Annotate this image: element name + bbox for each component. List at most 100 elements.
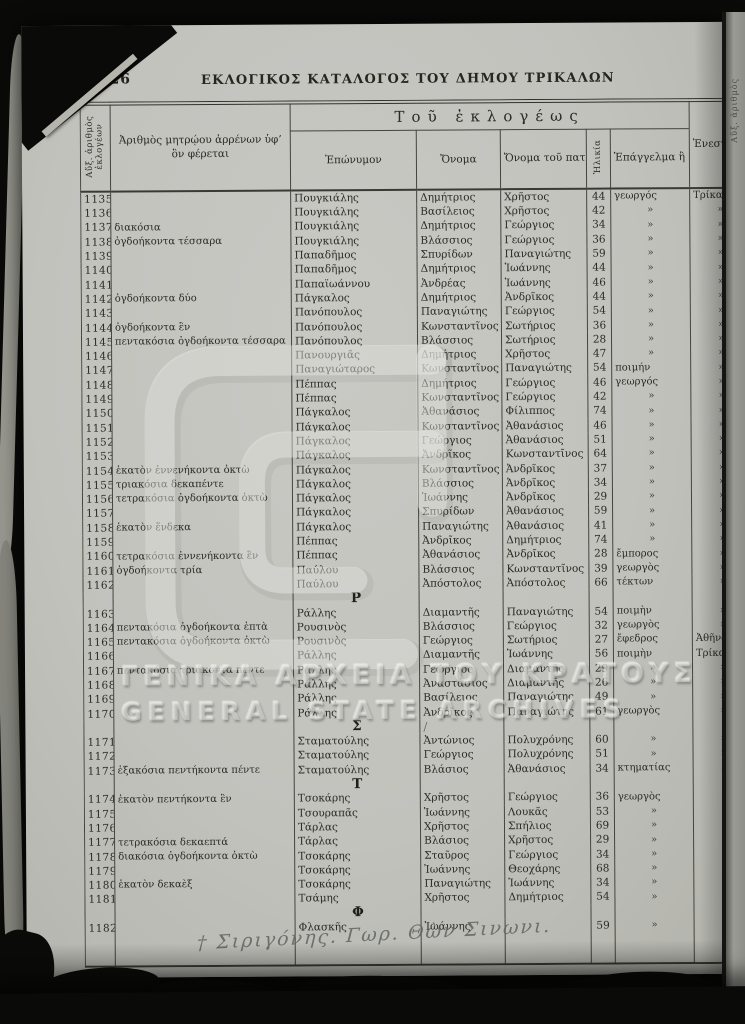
- cell-registry-number: ἑξακόσια πεντήκοντα πέντε: [114, 763, 295, 779]
- cell-registry-number: [114, 749, 295, 765]
- cell-serial-number: 1167: [83, 664, 114, 679]
- cell-first-name: Ἀθανάσιος: [417, 404, 503, 420]
- cell-father-name: Πολυχρόνης: [503, 732, 591, 748]
- cell-age: 34: [588, 475, 613, 490]
- cell-profession: »: [611, 346, 691, 362]
- cell-surname: Τσοκάρης: [294, 848, 421, 864]
- cell-first-name: Ἀνδρῖκος: [419, 704, 504, 720]
- cell-first-name: Βλάσιος: [420, 833, 505, 849]
- cell-age: 46: [587, 375, 612, 390]
- cell-serial-number: 1165: [83, 635, 114, 651]
- table-body: 1135 Πουγκιάλης Δημήτριος Χρῆστος 44 γεω…: [80, 187, 730, 967]
- cell-first-name: Δημήτριος: [416, 189, 501, 206]
- cell-father-name: Γεώργιος: [504, 847, 591, 863]
- cell-serial-number: 1180: [84, 878, 115, 894]
- cell-serial-number: 1162: [82, 578, 114, 594]
- cell-father-name: Ἰωάννης: [503, 647, 590, 663]
- cell-serial-number: 1172: [84, 750, 115, 765]
- cell-registry-number: ὀγδοήκοντα τρία: [112, 563, 293, 579]
- cell-first-name: Βλάσσιος: [419, 619, 504, 634]
- cell-profession: »: [612, 446, 692, 462]
- cell-age: 36: [590, 790, 615, 805]
- cell-surname: Πάγκαλος: [292, 519, 419, 535]
- cell-profession: κτηματίας: [614, 760, 694, 776]
- cell-surname: Σ: [293, 719, 420, 735]
- cell-profession: »: [613, 732, 694, 748]
- cell-first-name: Βλάσσιος: [416, 233, 501, 248]
- cell-father-name: Σωτήριος: [503, 632, 590, 648]
- cell-serial-number: 1135: [80, 191, 111, 208]
- cell-first-name: Ἀνδρῖκος: [418, 533, 503, 549]
- cell-serial-number: 1176: [84, 821, 115, 837]
- cell-surname: Τάρλας: [294, 819, 421, 835]
- cell-father-name: Γεώργιος: [500, 218, 587, 234]
- cell-registry-number: ἑκατὸν ἐννενήκοντα ὀκτὼ: [112, 463, 293, 479]
- cell-first-name: Κωνσταντῖνος: [417, 390, 502, 406]
- cell-first-name: Ἀνδρέας: [417, 276, 502, 291]
- cell-serial-number: [84, 778, 115, 794]
- cell-first-name: Διαμαντῆς: [419, 647, 504, 663]
- cell-profession: »: [614, 846, 694, 862]
- cell-registry-number: πεντακόσια τριάκοντα πέντε: [113, 663, 294, 679]
- cell-registry-number: [111, 377, 292, 393]
- cell-profession: »: [610, 231, 690, 247]
- cell-first-name: Γεώργιος: [420, 747, 505, 763]
- cell-father-name: Σωτήριος: [501, 332, 588, 348]
- cell-father-name: Σωτήριος: [501, 318, 588, 334]
- cell-registry-number: [111, 391, 292, 408]
- cell-serial-number: 1139: [80, 249, 112, 265]
- cell-registry-number: [111, 305, 292, 322]
- cell-profession: γεωργός: [611, 374, 691, 390]
- cell-first-name: Σπυρίδων: [416, 247, 502, 263]
- cell-surname: Τσοκάρης: [294, 791, 421, 807]
- cell-profession: »: [610, 217, 690, 233]
- cell-registry-number: ὀγδοήκοντα ἓν: [111, 320, 292, 336]
- cell-serial-number: 1143: [81, 306, 112, 322]
- cell-father-name: Δημήτριος: [502, 532, 589, 548]
- cell-serial-number: 1153: [82, 449, 113, 465]
- cell-serial-number: 1157: [82, 507, 113, 522]
- cell-registry-number: [113, 649, 294, 665]
- cell-age: 46: [587, 275, 612, 290]
- cell-father-name: Ἀνδρῖκος: [502, 461, 589, 477]
- cell-profession: »: [612, 532, 692, 547]
- cell-surname: Τσουραπᾶς: [294, 805, 421, 821]
- cell-age: 54: [589, 604, 614, 619]
- cell-serial-number: 1147: [81, 364, 112, 379]
- cell-age: 29: [590, 832, 615, 848]
- cell-registry-number: [114, 806, 295, 822]
- cell-father-name: Γεώργιος: [503, 618, 590, 634]
- cell-profession: »: [614, 803, 694, 819]
- cell-father-name: Ἀπόστολος: [502, 575, 590, 591]
- cell-serial-number: 1146: [81, 349, 112, 365]
- cell-surname: Πέππας: [291, 376, 418, 392]
- cell-age: 37: [588, 461, 613, 476]
- cell-profession: »: [614, 746, 694, 762]
- cell-registry-number: [111, 262, 292, 279]
- cell-surname: Τσοκάρης: [294, 862, 421, 878]
- cell-age: 53: [590, 804, 615, 819]
- cell-first-name: Γεώργιος: [419, 633, 504, 649]
- cell-registry-number: ἑκατὸν δεκαὲξ: [114, 877, 295, 894]
- cell-registry-number: [112, 534, 293, 551]
- cell-first-name: Χρῆστος: [420, 790, 505, 806]
- cell-serial-number: 1174: [84, 793, 115, 808]
- cell-surname: Πέππας: [292, 548, 419, 564]
- cell-father-name: Φίλιππος: [501, 404, 589, 419]
- cell-first-name: Ἰωάννης: [420, 804, 505, 820]
- cell-age: 42: [586, 203, 611, 219]
- cell-serial-number: 1178: [84, 850, 115, 865]
- column-header-name: Ὄνομα: [416, 129, 501, 190]
- cell-serial-number: 1163: [83, 607, 114, 622]
- cell-registry-number: [113, 606, 294, 622]
- cell-first-name: ∕: [419, 719, 504, 735]
- cell-serial-number: [83, 721, 114, 737]
- cell-profession: »: [610, 203, 690, 219]
- cell-profession: »: [610, 246, 691, 262]
- cell-registry-number: [114, 820, 295, 836]
- page-title: ΕΚΛΟΓΙΚΟΣ ΚΑΤΑΛΟΓΟΣ ΤΟΥ ΔΗΜΟΥ ΤΡΙΚΑΛΩΝ: [200, 70, 615, 89]
- adjacent-page-edge: Αὔξ. ἀριθμὸς: [722, 12, 745, 1010]
- cell-father-name: Ἰωάννης: [504, 875, 591, 891]
- cell-first-name: Κωνσταντῖνος: [418, 461, 503, 477]
